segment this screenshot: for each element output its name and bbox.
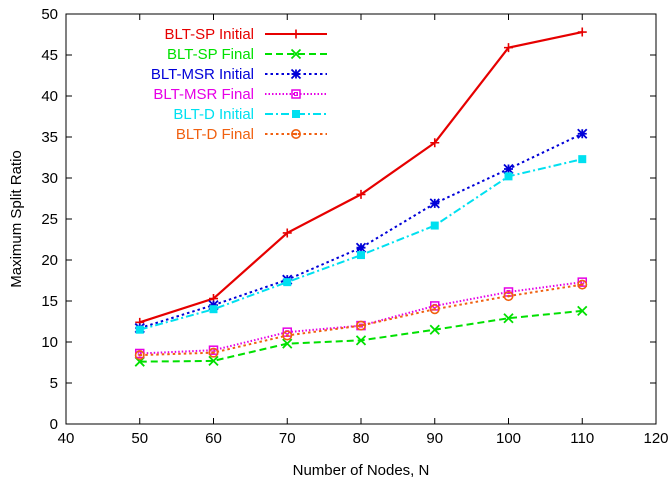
x-tick-label: 110	[570, 430, 594, 447]
data-point	[503, 163, 514, 175]
data-point	[208, 299, 219, 311]
data-point	[134, 350, 145, 361]
series-line	[139, 309, 583, 363]
legend-label: BLT-MSR Initial	[151, 66, 254, 83]
data-point-inner	[359, 324, 363, 327]
data-point	[429, 324, 440, 335]
legend-label: BLT-MSR Final	[153, 86, 254, 103]
series-layer	[134, 27, 588, 367]
y-tick-label: 45	[41, 47, 58, 64]
x-tick-label: 50	[131, 430, 148, 447]
data-point	[355, 320, 366, 331]
data-point-inner	[212, 351, 215, 354]
legend-entry: BLT-MSR Final	[153, 86, 327, 103]
data-point	[430, 221, 439, 230]
data-point	[429, 304, 440, 315]
x-tick-label: 70	[279, 430, 296, 447]
y-tick-label: 25	[41, 211, 58, 228]
legend-entry: BLT-SP Final	[167, 46, 327, 63]
data-point	[577, 279, 588, 290]
legend-entry: BLT-D Initial	[173, 106, 327, 123]
data-point	[355, 335, 367, 346]
data-point	[577, 27, 587, 37]
data-point-inner	[433, 307, 437, 311]
data-point	[208, 355, 219, 366]
y-axis-title: Maximum Split Ratio	[8, 150, 25, 288]
legend-label: BLT-D Initial	[173, 106, 254, 123]
x-axis-title: Number of Nodes, N	[293, 462, 430, 479]
data-point	[356, 189, 366, 199]
data-point	[283, 278, 292, 287]
y-tick-label: 0	[50, 416, 58, 433]
data-point-inner	[138, 353, 142, 357]
legend-label: BLT-SP Initial	[165, 26, 255, 43]
data-point	[282, 228, 292, 238]
x-tick-label: 60	[205, 430, 222, 447]
x-tick-label: 40	[58, 430, 75, 447]
data-point-inner	[507, 294, 510, 298]
data-point	[577, 128, 588, 139]
data-point	[577, 305, 588, 316]
x-tick-label: 80	[353, 430, 370, 447]
data-point	[504, 43, 513, 53]
legend-entry: BLT-MSR Initial	[151, 66, 327, 83]
data-point	[290, 129, 301, 140]
data-point	[355, 242, 367, 253]
data-point	[430, 138, 440, 148]
axis-ticks: 40 50 60 70 80 90 100 110 120 0 5 10 15 20 25 30 35 40 45 5…	[41, 6, 668, 447]
data-point	[292, 110, 300, 118]
data-point-inner	[294, 132, 298, 136]
legend-label: BLT-SP Final	[167, 46, 254, 63]
legend-entry: BLT-SP Initial	[165, 26, 327, 43]
y-tick-label: 10	[41, 334, 58, 351]
legend: BLT-SP Initial BLT-SP Final BLT-MSR Initia…	[151, 26, 327, 143]
data-point	[503, 291, 514, 302]
y-tick-label: 50	[41, 6, 58, 23]
data-point	[208, 347, 219, 358]
y-tick-label: 5	[50, 375, 58, 392]
legend-label: BLT-D Final	[176, 126, 254, 143]
data-point	[282, 330, 293, 341]
y-tick-label: 40	[41, 88, 58, 105]
y-tick-label: 35	[41, 129, 58, 146]
legend-entry: BLT-D Final	[176, 126, 327, 143]
data-point	[429, 198, 440, 209]
series-line	[139, 132, 583, 330]
data-point	[135, 325, 144, 334]
data-point	[282, 338, 293, 349]
data-point	[209, 305, 218, 314]
x-tick-label: 100	[496, 430, 521, 447]
data-point	[504, 172, 513, 181]
series-blt-sp-initial	[135, 27, 587, 327]
x-tick-label: 120	[643, 430, 668, 447]
data-point	[357, 251, 365, 260]
series-blt-d-initial	[135, 155, 587, 334]
data-point	[290, 48, 302, 60]
data-point-inner	[580, 283, 584, 286]
data-point-inner	[294, 92, 298, 96]
x-tick-label: 90	[426, 430, 443, 447]
data-point	[578, 155, 587, 164]
series-blt-sp-final	[134, 305, 588, 367]
data-point	[503, 313, 514, 324]
data-point	[291, 29, 301, 39]
y-tick-label: 30	[41, 170, 58, 187]
series-blt-d-final	[134, 279, 588, 361]
series-line	[139, 283, 583, 357]
series-blt-msr-final	[135, 277, 587, 359]
data-point	[291, 89, 301, 99]
data-point	[290, 68, 302, 80]
data-point-inner	[285, 334, 289, 337]
y-tick-label: 20	[41, 252, 58, 269]
y-tick-label: 15	[41, 293, 58, 310]
